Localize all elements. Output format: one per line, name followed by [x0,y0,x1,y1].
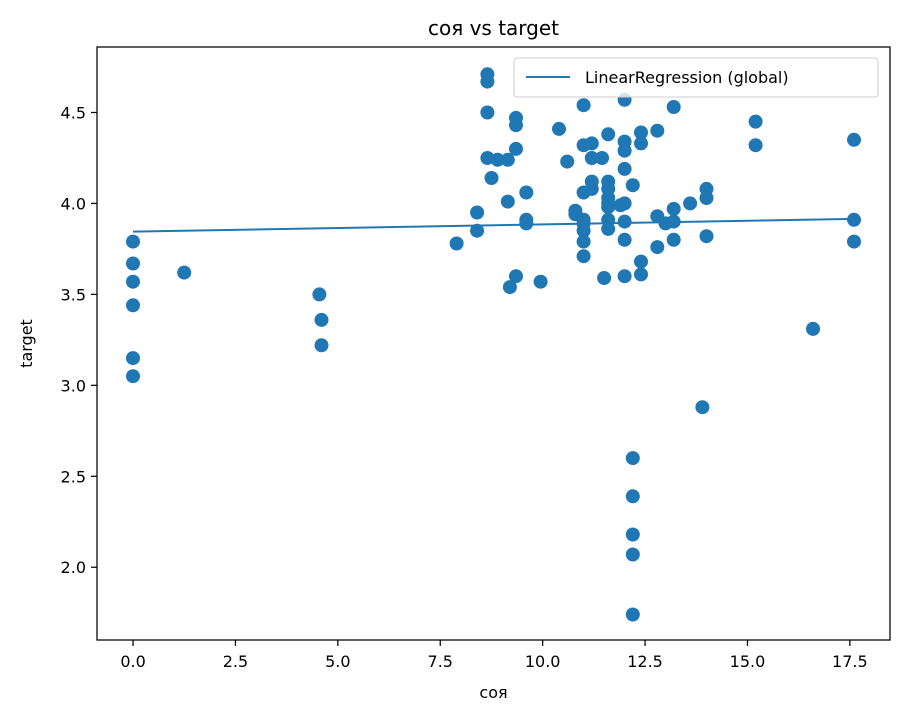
scatter-point [666,214,681,229]
scatter-point [584,181,599,196]
scatter-point [695,400,710,415]
scatter-point [601,221,616,236]
scatter-point [576,249,591,264]
scatter-point [484,171,499,185]
scatter-point [533,274,548,289]
x-axis-ticks: 0.0 2.5 5.0 7.5 10.0 12.5 15.0 17.5 [120,640,868,671]
regression-line [132,217,855,233]
scatter-point [126,234,140,249]
scatter-point [519,216,534,231]
scatter-point [126,298,140,313]
scatter-point [126,274,140,289]
scatter-point [470,205,485,220]
scatter-point [650,123,665,138]
y-tick-label: 2.0 [61,558,86,577]
scatter-point [748,138,763,153]
y-axis-label: target [17,319,36,368]
scatter-point [847,234,861,249]
scatter-point [126,351,140,366]
scatter-point [177,265,192,280]
scatter-point [601,200,616,215]
scatter-point [509,118,523,133]
scatter-point [490,152,505,167]
chart-title: соя vs target [428,16,559,40]
scatter-point [126,369,140,384]
y-tick-label: 3.5 [61,285,86,304]
scatter-point [584,136,599,151]
x-tick-label: 2.5 [223,652,248,671]
scatter-point [126,256,140,271]
scatter-point [625,489,640,504]
scatter-point [617,214,632,229]
scatter-point [312,287,327,302]
scatter-point [595,151,609,165]
scatter-point [847,212,861,227]
scatter-point [666,100,681,114]
scatter-point [683,196,698,211]
scatter-point [617,161,632,176]
scatter-point [617,196,632,211]
x-tick-label: 15.0 [730,652,766,671]
scatter-point [847,132,861,147]
y-tick-label: 2.5 [61,467,86,486]
scatter-point [617,232,632,247]
legend: LinearRegression (global) [513,57,879,98]
scatter-point [480,74,495,89]
scatter-point [449,236,464,251]
scatter-point [634,136,648,151]
scatter-point [748,114,763,129]
scatter-point [666,232,681,247]
scatter-point [625,527,640,542]
scatter-point [699,229,714,244]
y-axis-ticks: 2.0 2.5 3.0 3.5 4.0 4.5 [61,103,97,577]
scatter-point [650,240,665,255]
scatter-point [625,547,640,562]
y-tick-label: 3.0 [61,376,86,395]
x-tick-label: 5.0 [325,652,350,671]
plot-area [126,67,861,622]
x-tick-label: 12.5 [627,652,663,671]
scatter-point [625,607,640,622]
x-tick-label: 10.0 [525,652,561,671]
scatter-point [666,201,681,216]
y-tick-label: 4.0 [61,194,86,213]
scatter-point [560,154,575,169]
scatter-point [480,105,495,120]
scatter-point [699,191,714,205]
scatter-point [584,151,599,165]
legend-box [513,57,879,98]
scatter-point [502,280,517,295]
scatter-point [576,223,591,238]
x-tick-label: 0.0 [120,652,145,671]
scatter-point [470,223,485,238]
x-tick-label: 7.5 [428,652,453,671]
scatter-point [625,451,640,466]
scatter-point [314,312,329,327]
scatter-point [625,178,640,193]
scatter-point [576,234,591,249]
scatter-point [509,269,523,284]
scatter-point [500,194,515,209]
scatter-point [509,141,523,156]
scatter-point [617,143,632,158]
scatter-point [601,127,616,142]
scatter-point [552,121,566,136]
axes-frame [96,46,891,641]
legend-label: LinearRegression (global) [585,68,789,87]
y-tick-label: 4.5 [61,103,86,122]
scatter-point [576,98,591,113]
scatter-point [634,254,648,269]
scatter-point [634,267,648,282]
x-tick-label: 17.5 [832,652,868,671]
scatter-point [617,269,632,284]
scatter-point [634,125,648,140]
scatter-point [314,338,329,353]
x-axis-label: соя [479,683,507,702]
scatter-point [519,185,534,200]
scatter-point [500,152,515,167]
scatter-point [597,271,612,285]
scatter-point [806,321,820,336]
